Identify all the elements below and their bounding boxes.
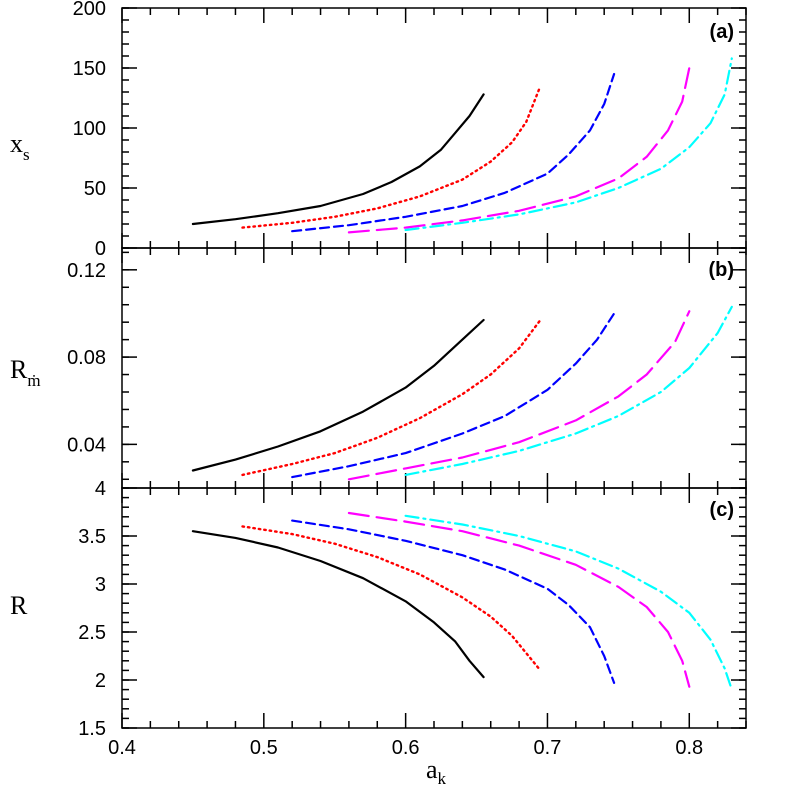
series-line-5 [404, 305, 733, 476]
panel-a-ytick-labels: 0 50 100 150 200 [73, 0, 106, 260]
panel-b-ytick-labels: 0.04 0.08 0.12 [67, 260, 106, 457]
panel-b-series [191, 305, 733, 481]
x-tick-label: 0.8 [675, 737, 703, 759]
panel-b: 0.04 0.08 0.12 (b) Rṁ [10, 247, 747, 489]
x-axis-label: ak [426, 755, 447, 788]
y-tick-label: 3.5 [78, 526, 106, 548]
y-tick-label: 200 [73, 0, 106, 20]
y-tick-label: 2.5 [78, 622, 106, 644]
panel-b-label: (b) [708, 259, 734, 281]
series-line-5 [404, 57, 733, 232]
x-tick-label: 0.6 [392, 737, 420, 759]
y-tick-label: 100 [73, 118, 106, 140]
series-line-2 [241, 318, 542, 477]
x-axis-label-main: a [426, 755, 438, 784]
y-tick-label: 4 [95, 478, 106, 500]
panel-a-label: (a) [710, 21, 734, 43]
y-tick-label: 0.08 [67, 347, 106, 369]
y-tick-label: 2 [95, 670, 106, 692]
series-line-1 [191, 318, 485, 472]
panel-a-ylabel-subscript: s [23, 145, 30, 164]
panel-c-xtick-labels: 0.4 0.5 0.6 0.7 0.8 [108, 737, 703, 759]
x-axis-label-subscript: k [438, 769, 447, 788]
panel-a-ylabel: xs [10, 129, 30, 164]
series-line-4 [347, 310, 691, 481]
y-tick-label: 0.12 [67, 260, 106, 282]
y-tick-label: 0.04 [67, 434, 106, 456]
y-tick-label: 1.5 [78, 718, 106, 740]
panel-c-frame [121, 487, 747, 729]
panel-a: 0 50 100 150 200 (a) xs [10, 0, 747, 260]
panel-c-ylabel: R [10, 591, 28, 620]
x-tick-label: 0.7 [534, 737, 562, 759]
panel-c-label: (c) [710, 499, 734, 521]
series-line-2 [241, 84, 542, 229]
panel-b-ylabel-subscript: ṁ [27, 371, 40, 390]
x-tick-label: 0.5 [250, 737, 278, 759]
series-line-4 [347, 511, 691, 688]
panel-a-ylabel-main: x [10, 129, 23, 158]
series-line-3 [291, 312, 616, 479]
panel-c-series [191, 511, 733, 691]
y-tick-label: 50 [84, 178, 106, 200]
panel-c: 1.5 2 2.5 3 3.5 4 0.4 0.5 0.6 0.7 0.8 (c) R ak [10, 478, 747, 788]
panel-a-series [191, 57, 733, 234]
series-line-3 [291, 519, 616, 684]
panel-b-ylabel: Rṁ [10, 355, 41, 390]
series-line-1 [191, 530, 485, 679]
series-line-1 [191, 93, 485, 226]
x-tick-label: 0.4 [108, 737, 136, 759]
panel-c-ytick-labels: 1.5 2 2.5 3 3.5 4 [78, 478, 106, 740]
series-line-3 [291, 72, 616, 233]
panel-c-ticks [121, 487, 747, 729]
series-line-2 [241, 525, 542, 672]
series-line-5 [404, 514, 733, 691]
y-tick-label: 3 [95, 574, 106, 596]
series-line-4 [347, 66, 691, 234]
y-tick-label: 0 [95, 238, 106, 260]
panel-b-ylabel-main: R [10, 355, 28, 384]
y-tick-label: 150 [73, 58, 106, 80]
